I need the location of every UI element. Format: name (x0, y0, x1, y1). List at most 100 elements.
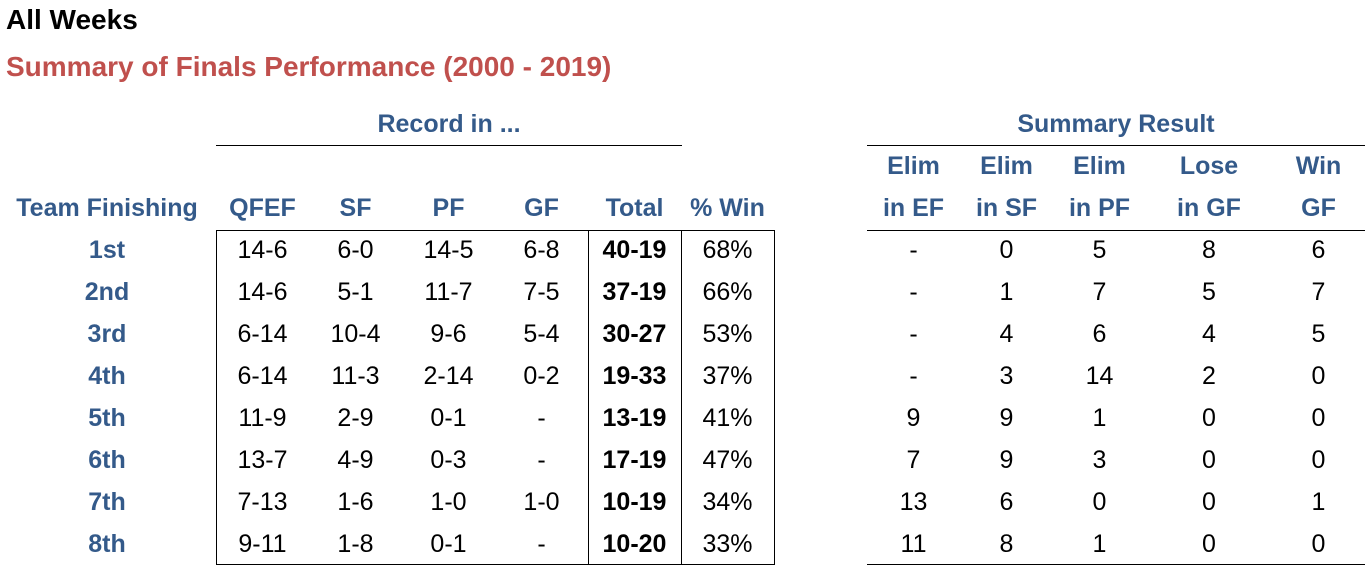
cell-gf: 0-2 (523, 362, 560, 390)
cell-win-pct: 37% (702, 362, 753, 390)
cell-win-gf: 0 (1311, 362, 1326, 390)
cell-sf: 1-8 (337, 530, 374, 558)
cell-total: 40-19 (602, 236, 667, 264)
header-pf: PF (432, 194, 465, 222)
cell-total: 10-20 (602, 530, 667, 558)
cell-sf: 2-9 (337, 404, 374, 432)
table-right-border (774, 230, 775, 565)
cell-pf: 9-6 (430, 320, 467, 348)
row-label: 7th (88, 488, 126, 516)
cell-gf: - (537, 530, 546, 558)
cell-elim-in-sf: 6 (999, 488, 1014, 516)
cell-total: 37-19 (602, 278, 667, 306)
cell-lose-in-gf: 2 (1202, 362, 1216, 390)
cell-gf: 1-0 (523, 488, 560, 516)
cell-gf: - (537, 404, 546, 432)
cell-elim-in-ef: 13 (899, 488, 928, 516)
cell-win-pct: 47% (702, 446, 753, 474)
cell-total: 10-19 (602, 488, 667, 516)
table-top-border (216, 230, 775, 231)
cell-lose-in-gf: 8 (1202, 236, 1216, 264)
cell-win-gf: 6 (1311, 236, 1326, 264)
header-lose-in-gf-line1: Lose (1179, 152, 1239, 180)
header-elim-in-ef: in EF (882, 194, 945, 222)
cell-total: 19-33 (602, 362, 667, 390)
row-label: 6th (88, 446, 126, 474)
cell-sf: 10-4 (330, 320, 381, 348)
cell-elim-in-ef: 7 (906, 446, 921, 474)
cell-elim-in-ef: - (909, 278, 918, 306)
record-group-underline (216, 145, 682, 146)
cell-total: 13-19 (602, 404, 667, 432)
cell-pf: 11-7 (424, 278, 473, 306)
cell-elim-in-pf: 0 (1092, 488, 1107, 516)
header-elim-in-ef-line1: Elim (887, 152, 940, 180)
cell-qfef: 14-6 (237, 278, 288, 306)
header-total: Total (605, 194, 664, 222)
row-label: 5th (88, 404, 126, 432)
total-left-border (588, 230, 589, 565)
cell-win-pct: 68% (702, 236, 753, 264)
cell-lose-in-gf: 0 (1202, 446, 1216, 474)
cell-pf: 2-14 (423, 362, 474, 390)
cell-win-pct: 34% (702, 488, 753, 516)
header-win-gf-line1: Win (1295, 152, 1342, 180)
cell-pf: 14-5 (423, 236, 474, 264)
header-win-pct: % Win (690, 194, 765, 222)
header-lose-in-gf: in GF (1177, 194, 1241, 222)
cell-elim-in-pf: 3 (1092, 446, 1107, 474)
cell-total: 30-27 (602, 320, 667, 348)
cell-elim-in-ef: - (909, 362, 918, 390)
page-title: All Weeks (6, 4, 138, 35)
cell-elim-in-ef: - (909, 320, 918, 348)
cell-elim-in-pf: 14 (1085, 362, 1114, 390)
cell-gf: 6-8 (523, 236, 560, 264)
header-elim-in-sf: in SF (975, 194, 1038, 222)
cell-sf: 5-1 (337, 278, 374, 306)
cell-sf: 4-9 (337, 446, 374, 474)
cell-win-gf: 7 (1311, 278, 1326, 306)
cell-elim-in-sf: 9 (999, 446, 1014, 474)
cell-elim-in-sf: 4 (999, 320, 1014, 348)
cell-elim-in-sf: 9 (999, 404, 1014, 432)
row-label: 3rd (87, 320, 127, 348)
cell-elim-in-pf: 1 (1092, 530, 1107, 558)
group-header-summary: Summary Result (1017, 110, 1215, 138)
cell-elim-in-ef: 9 (906, 404, 921, 432)
group-header-record: Record in ... (377, 110, 521, 138)
cell-elim-in-pf: 6 (1092, 320, 1107, 348)
cell-elim-in-sf: 1 (999, 278, 1014, 306)
cell-qfef: 9-11 (238, 530, 287, 558)
cell-gf: 7-5 (523, 278, 560, 306)
header-gf: GF (524, 194, 559, 222)
cell-win-gf: 0 (1311, 530, 1326, 558)
cell-lose-in-gf: 0 (1202, 488, 1216, 516)
row-label: 1st (88, 236, 126, 264)
cell-pf: 0-3 (430, 446, 467, 474)
cell-gf: - (537, 446, 546, 474)
cell-lose-in-gf: 0 (1202, 404, 1216, 432)
row-label: 2nd (84, 278, 130, 306)
header-elim-in-sf-line1: Elim (980, 152, 1033, 180)
header-team-finishing: Team Finishing (16, 194, 198, 222)
cell-elim-in-pf: 1 (1092, 404, 1107, 432)
cell-elim-in-pf: 5 (1092, 236, 1107, 264)
summary-top-border (867, 230, 1365, 231)
cell-pf: 0-1 (430, 530, 467, 558)
cell-win-pct: 66% (702, 278, 753, 306)
summary-bottom-border (867, 564, 1365, 565)
header-elim-in-pf: in PF (1068, 194, 1131, 222)
cell-gf: 5-4 (523, 320, 560, 348)
header-elim-in-pf-line1: Elim (1073, 152, 1126, 180)
cell-elim-in-ef: - (909, 236, 918, 264)
table-left-border (216, 230, 217, 565)
cell-win-gf: 1 (1311, 488, 1326, 516)
cell-total: 17-19 (602, 446, 667, 474)
page-subtitle: Summary of Finals Performance (2000 - 20… (6, 51, 612, 82)
cell-qfef: 6-14 (237, 320, 288, 348)
cell-sf: 6-0 (337, 236, 374, 264)
cell-win-gf: 5 (1311, 320, 1326, 348)
header-win-gf: GF (1301, 194, 1336, 222)
cell-elim-in-pf: 7 (1092, 278, 1107, 306)
row-label: 8th (88, 530, 126, 558)
